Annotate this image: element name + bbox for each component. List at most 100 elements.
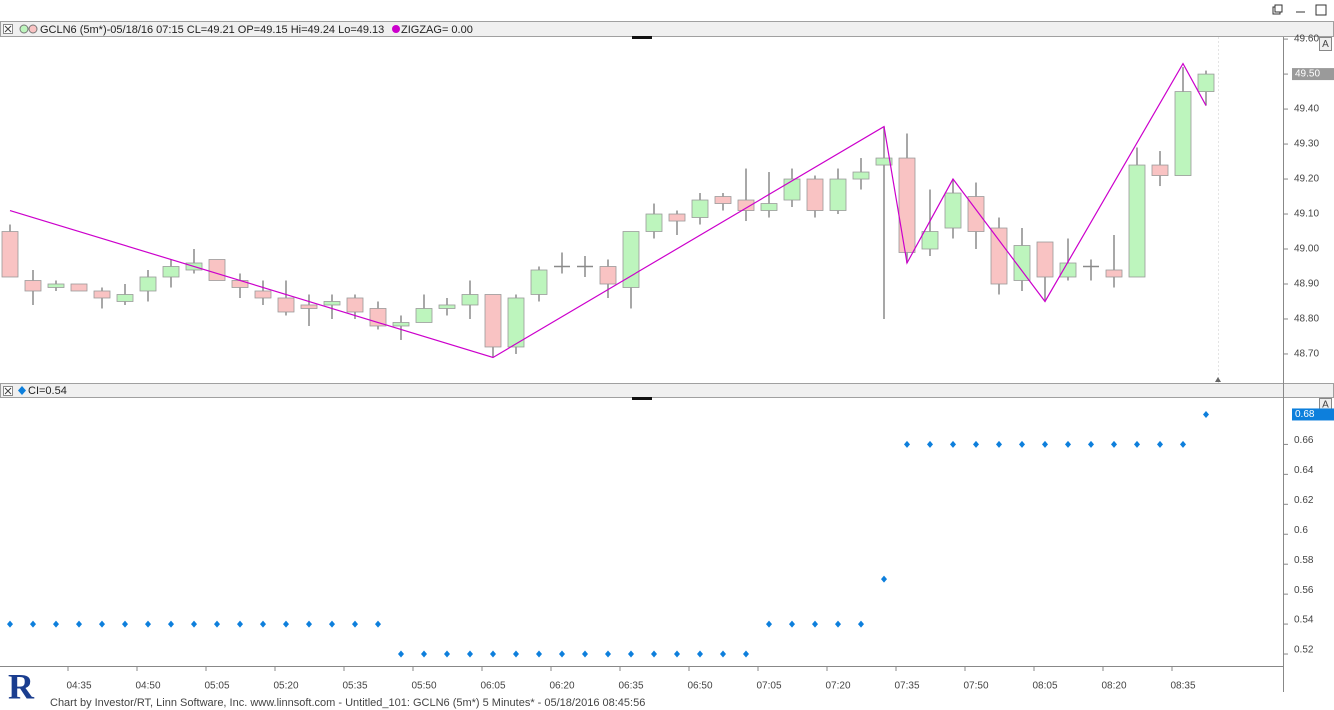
candle-body [852,171,870,180]
panel-title: GCLN6 (5m*)-05/18/16 07:15 CL=49.21 OP=4… [40,24,384,36]
y-tick-label: 0.64 [1294,465,1314,476]
y-tick-label: 49.10 [1294,209,1319,220]
last-value-box [1292,68,1334,81]
x-tick-label: 05:20 [273,681,298,692]
zigzag-swatch [392,25,400,33]
close-panel[interactable] [3,24,13,34]
x-tick-label: 05:35 [342,681,367,692]
footer-text: Chart by Investor/RT, Linn Software, Inc… [50,697,645,709]
plot-area [1,62,1215,359]
ci-dot [697,650,703,658]
candle-body [346,297,364,313]
candle-body [438,304,456,309]
y-tick-label: 48.80 [1294,314,1319,325]
candle-body [1197,73,1215,92]
candle-body [47,283,65,288]
legend-entry: ZIGZAG= 0.00 [401,24,473,36]
panel-header [0,383,1334,398]
candle-body [300,304,318,309]
last-value-label: 49.50 [1295,69,1320,80]
ci-dot [651,650,657,658]
last-value-box [1292,408,1334,421]
candle-body [944,192,962,229]
candle-body [898,157,916,253]
candle-body [1,231,19,278]
candle-body [507,297,525,348]
candle-body [415,308,433,323]
ci-dot [559,650,565,658]
ci-dot [973,440,979,448]
autoscale-button[interactable]: A [1319,37,1332,51]
candle-body [668,213,686,222]
x-tick-label: 06:50 [687,681,712,692]
zigzag-line [9,62,1207,359]
autoscale-button[interactable]: A [1319,398,1332,411]
close-panel[interactable] [3,386,13,396]
y-tick-label: 49.20 [1294,174,1319,185]
ci-dot [214,620,220,628]
candle-body [1105,269,1123,278]
title-bar [0,0,1334,20]
y-tick-label: 49.30 [1294,139,1319,150]
y-tick-label: 0.58 [1294,555,1314,566]
ci-dot [444,650,450,658]
y-tick-label: 48.90 [1294,279,1319,290]
candle-body [24,280,42,292]
y-tick-label: 0.62 [1294,495,1314,506]
y-tick-label: 0.54 [1294,615,1314,626]
x-tick-label: 05:50 [411,681,436,692]
x-tick-label: 07:05 [756,681,781,692]
candle-body [829,178,847,211]
x-tick-label: 08:05 [1032,681,1057,692]
restore-button[interactable] [1272,4,1283,15]
ci-swatch [18,386,26,395]
x-tick-label: 07:35 [894,681,919,692]
candle-body [461,294,479,306]
scroll-marker [1215,377,1221,382]
candle-body [162,266,180,278]
candle-body [254,290,272,299]
y-tick-label: 49.60 [1294,34,1319,45]
panel-tab [632,36,652,39]
button-label[interactable]: A [1322,400,1329,411]
candle-body [737,199,755,211]
candle-body [783,178,801,201]
ci-dot [467,650,473,658]
y-tick-label: 0.66 [1294,435,1314,446]
ci-dot [536,650,542,658]
ci-dot [996,440,1002,448]
ci-dot [191,620,197,628]
candle-body [369,308,387,327]
ci-dot [1019,440,1025,448]
ci-dot [53,620,59,628]
ci-dot [375,620,381,628]
candle-body [806,178,824,211]
ci-dot [30,620,36,628]
candle-body [323,301,341,306]
down-swatch [28,24,38,34]
x-tick-label: 07:20 [825,681,850,692]
candle-body [875,157,893,166]
logo: R [8,666,35,706]
button-label[interactable]: A [1322,39,1329,50]
candle-body [599,266,617,285]
ci-dot [628,650,634,658]
ci-dot [1042,440,1048,448]
candle-body [530,269,548,295]
ci-dot [122,620,128,628]
ci-dot [904,440,910,448]
ci-dot [766,620,772,628]
maximize-button[interactable] [1315,4,1327,16]
ci-dot [605,650,611,658]
y-tick-label: 0.6 [1294,525,1308,536]
x-tick-label: 08:20 [1101,681,1126,692]
ci-dot [1111,440,1117,448]
x-tick-label: 04:50 [135,681,160,692]
candle-body [1059,262,1077,278]
ci-dot [720,650,726,658]
y-tick-label: 48.70 [1294,349,1319,360]
ci-dot [283,620,289,628]
ci-dot [145,620,151,628]
x-tick-label: 04:35 [66,681,91,692]
